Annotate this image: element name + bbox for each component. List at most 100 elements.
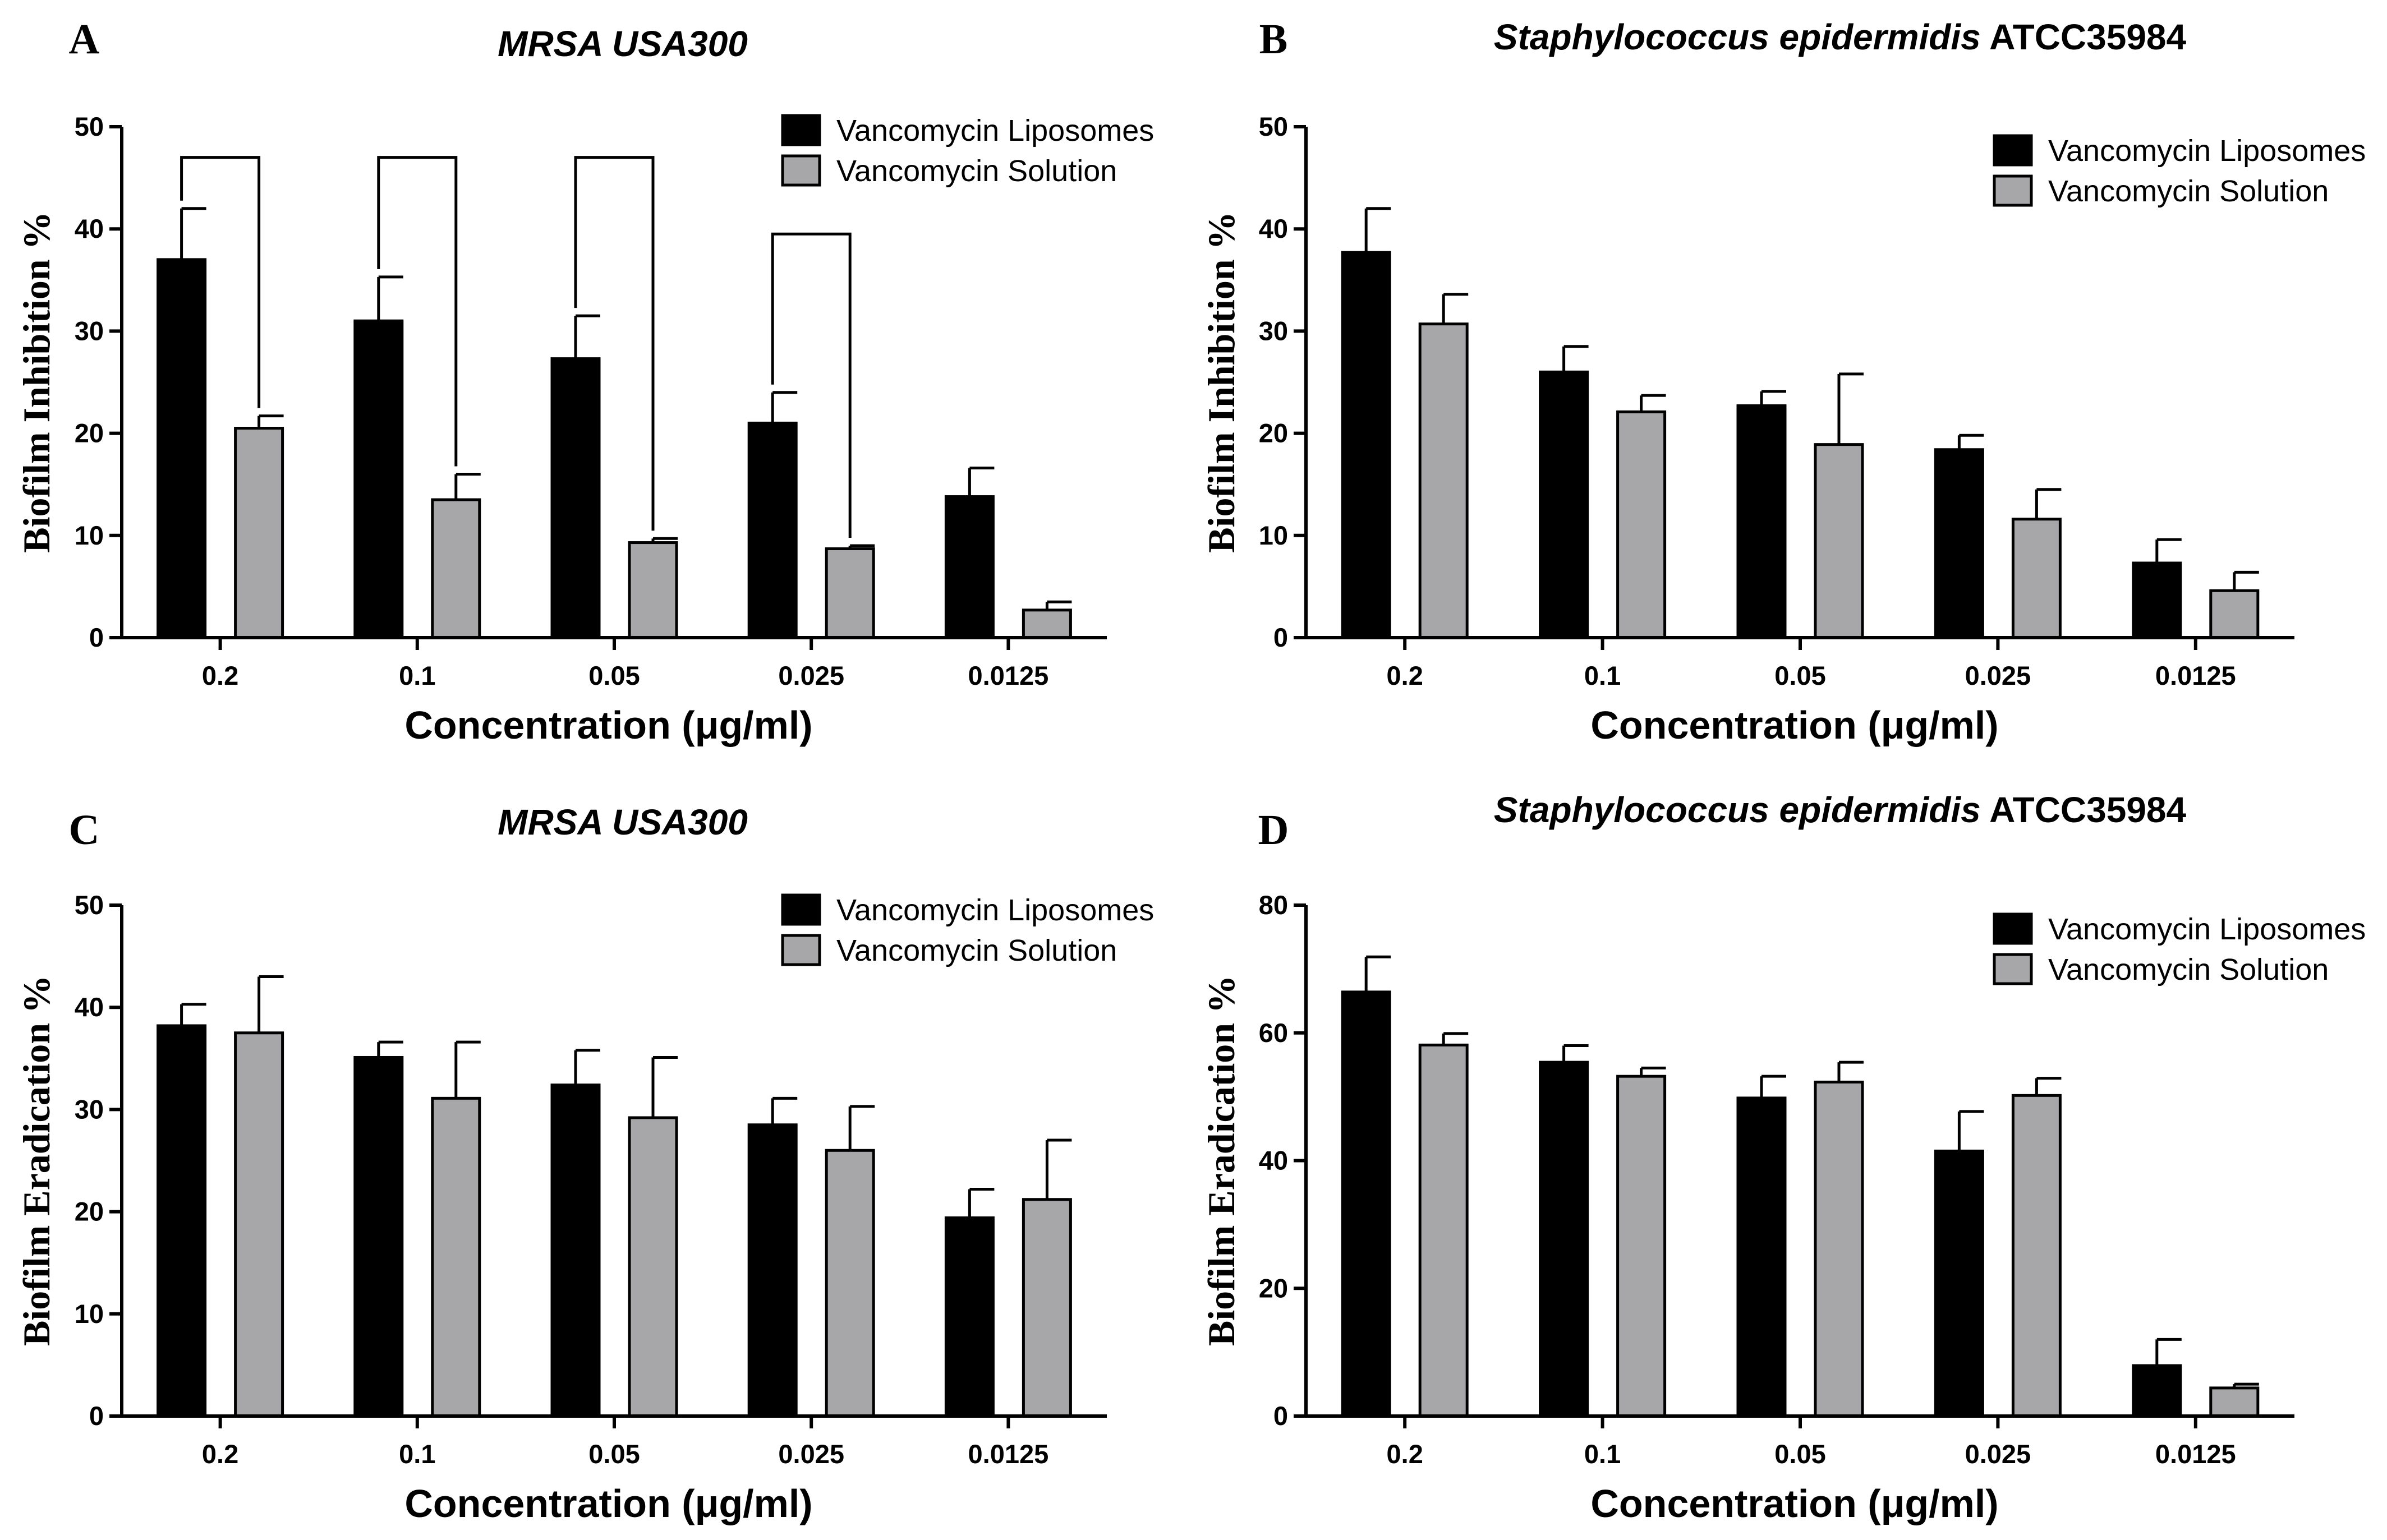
bar-liposomes	[944, 495, 995, 639]
bar-liposomes	[747, 421, 798, 639]
y-tick-label: 0	[89, 1401, 104, 1431]
bar-solution	[825, 547, 875, 639]
x-tick-label: 0.05	[588, 661, 640, 690]
y-tick-label: 50	[75, 890, 104, 920]
x-tick-label: 0.1	[399, 1439, 435, 1469]
x-tick-label: 0.2	[202, 661, 238, 690]
y-tick-label: 0	[1273, 623, 1288, 652]
x-tick-label: 0.0125	[968, 661, 1049, 690]
significance-bracket	[771, 232, 852, 538]
panel-b: B Staphylococcus epidermidis ATCC35984 0 10…	[1200, 16, 2366, 747]
y-tick-label: 30	[75, 316, 104, 345]
y-tick-label: 30	[75, 1094, 104, 1124]
panel-c: C MRSA USA300 0 10 20 30 40 50 0.2 0.1 0.05 0.025 0.…	[15, 802, 1154, 1525]
bar-solution	[431, 1096, 481, 1418]
y-tick-label: 20	[1259, 1273, 1288, 1303]
legend-swatch-liposomes	[781, 893, 821, 926]
bar-solution	[2011, 1094, 2062, 1418]
x-tick-label: 0.05	[588, 1439, 640, 1469]
bar-liposomes	[1934, 448, 1984, 639]
x-tick-label: 0.025	[1965, 661, 2031, 690]
y-tick-label: 10	[75, 520, 104, 550]
x-tick-label: 0.0125	[968, 1439, 1049, 1469]
y-tick-label: 40	[75, 992, 104, 1022]
bar-liposomes	[157, 258, 207, 639]
bar-liposomes	[550, 1083, 601, 1418]
chart-title-italic: Staphylococcus epidermidis	[1494, 17, 1981, 57]
legend-label: Vancomycin Liposomes	[836, 114, 1154, 147]
bar-liposomes	[1736, 1096, 1787, 1418]
chart-title: Staphylococcus epidermidis ATCC35984	[1494, 17, 2187, 57]
x-tick-label: 0.025	[778, 1439, 844, 1469]
bar-liposomes	[353, 319, 404, 639]
legend-label: Vancomycin Liposomes	[2048, 134, 2366, 168]
chart-title-strain: ATCC35984	[1981, 17, 2187, 57]
y-tick-label: 20	[75, 418, 104, 448]
x-tick-label: 0.2	[1387, 1439, 1423, 1469]
bar-solution	[1022, 608, 1072, 639]
bar-solution	[234, 1031, 284, 1418]
bar-solution	[2209, 1386, 2260, 1418]
x-tick-label: 0.1	[1584, 661, 1621, 690]
chart-title-italic: MRSA USA300	[498, 802, 748, 842]
y-tick-label: 40	[75, 214, 104, 243]
legend-swatch-liposomes	[1993, 912, 2033, 945]
y-axis-title: Biofilm Eradication %	[15, 975, 58, 1346]
legend-label: Vancomycin Solution	[836, 154, 1117, 188]
chart-title-strain: ATCC35984	[1981, 790, 2187, 830]
y-tick-label: 40	[1259, 214, 1288, 243]
x-tick-label: 0.025	[778, 661, 844, 690]
legend-label: Vancomycin Solution	[2048, 174, 2329, 208]
bar-liposomes	[353, 1055, 404, 1418]
bar-solution	[1022, 1198, 1072, 1418]
bar-liposomes	[2132, 561, 2182, 639]
x-axis-title: Concentration (μg/ml)	[1590, 703, 1998, 747]
panel-d: D Staphylococcus epidermidis ATCC35984 0 20…	[1200, 790, 2366, 1525]
x-tick-label: 0.05	[1774, 661, 1825, 690]
panel-letter: C	[69, 806, 100, 854]
legend-swatch-liposomes	[781, 114, 821, 146]
panel-letter: B	[1259, 16, 1288, 63]
bar-solution	[234, 426, 284, 639]
x-tick-label: 0.0125	[2155, 1439, 2236, 1469]
panel-letter: D	[1258, 806, 1289, 854]
bar-liposomes	[157, 1024, 207, 1418]
chart-title: MRSA USA300	[498, 802, 748, 842]
chart-title-italic: Staphylococcus epidermidis	[1494, 790, 1981, 830]
y-tick-label: 60	[1259, 1018, 1288, 1048]
legend-label: Vancomycin Solution	[2048, 953, 2329, 986]
y-tick-label: 30	[1259, 316, 1288, 345]
bar-liposomes	[1934, 1149, 1984, 1418]
bar-solution	[1814, 1080, 1864, 1418]
bar-solution	[825, 1149, 875, 1418]
legend-swatch-solution	[1993, 953, 2033, 985]
bar-liposomes	[1539, 1061, 1589, 1418]
y-tick-label: 50	[75, 112, 104, 141]
y-tick-label: 20	[1259, 418, 1288, 448]
x-axis-title: Concentration (μg/ml)	[404, 1482, 812, 1525]
y-tick-label: 50	[1259, 112, 1288, 141]
bar-liposomes	[550, 357, 601, 639]
chart-title: MRSA USA300	[498, 24, 748, 64]
bar-liposomes	[1341, 251, 1391, 639]
bar-liposomes	[2132, 1364, 2182, 1418]
legend-label: Vancomycin Liposomes	[2048, 912, 2366, 946]
x-tick-label: 0.2	[1387, 661, 1423, 690]
bar-solution	[1418, 1043, 1469, 1418]
y-tick-label: 0	[1273, 1401, 1288, 1431]
bar-liposomes	[747, 1123, 798, 1418]
panel-letter: A	[69, 16, 100, 63]
legend-swatch-liposomes	[1993, 134, 2033, 167]
significance-bracket	[180, 156, 261, 408]
bar-solution	[1814, 443, 1864, 639]
x-axis-title: Concentration (μg/ml)	[404, 703, 812, 747]
x-axis-title: Concentration (μg/ml)	[1590, 1482, 1998, 1525]
y-tick-label: 80	[1259, 890, 1288, 920]
y-tick-label: 0	[89, 623, 104, 652]
legend-label: Vancomycin Liposomes	[836, 893, 1154, 927]
x-tick-label: 0.1	[399, 661, 435, 690]
x-tick-label: 0.2	[202, 1439, 238, 1469]
y-axis-title: Biofilm Eradication %	[1200, 975, 1243, 1346]
legend-swatch-solution	[781, 934, 821, 966]
